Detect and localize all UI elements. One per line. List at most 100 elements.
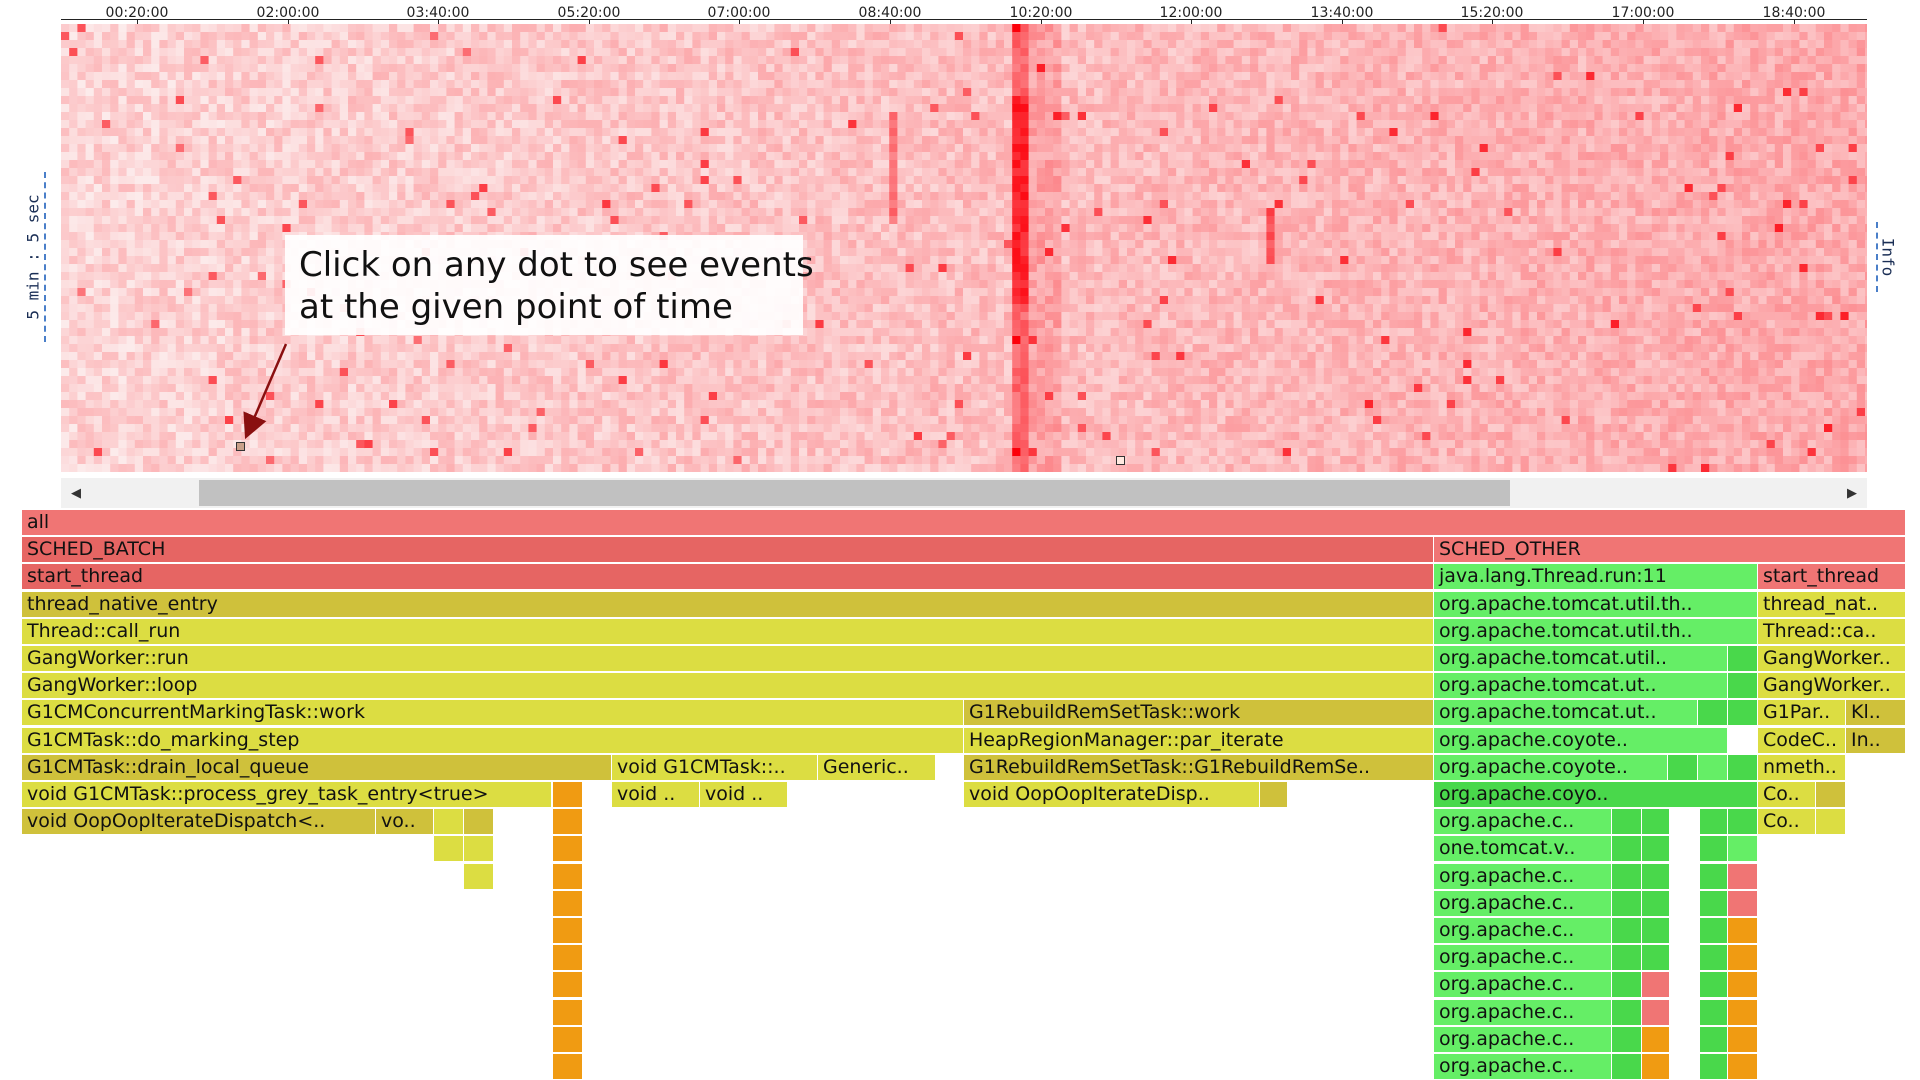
flame-frame[interactable]: Kl.. xyxy=(1846,700,1906,726)
flame-frame[interactable] xyxy=(1700,809,1728,835)
flame-frame[interactable]: thread_nat.. xyxy=(1758,591,1906,617)
flame-frame[interactable] xyxy=(1728,1026,1758,1052)
flame-frame[interactable] xyxy=(1728,863,1758,889)
flame-frame[interactable]: G1CMTask::do_marking_step xyxy=(22,727,964,753)
current-dot-marker[interactable] xyxy=(1116,456,1125,465)
flame-frame[interactable]: G1Par.. xyxy=(1758,700,1846,726)
flame-frame[interactable] xyxy=(553,809,583,835)
flame-frame[interactable]: Co.. xyxy=(1758,782,1816,807)
flame-frame[interactable] xyxy=(1642,1026,1670,1052)
flame-frame[interactable] xyxy=(464,836,494,862)
info-label-text[interactable]: Info xyxy=(1878,237,1898,277)
flame-frame[interactable] xyxy=(1612,918,1642,943)
flame-frame[interactable] xyxy=(1642,999,1670,1025)
flame-frame[interactable] xyxy=(1700,999,1728,1025)
flame-frame[interactable] xyxy=(1612,890,1642,916)
flame-frame[interactable] xyxy=(553,918,583,943)
flame-frame[interactable]: org.apache.tomcat.util.th.. xyxy=(1434,591,1758,617)
flame-frame[interactable]: org.apache.tomcat.ut.. xyxy=(1434,700,1698,726)
flame-frame[interactable] xyxy=(1728,700,1758,726)
flame-frame[interactable]: Generic.. xyxy=(818,754,936,780)
flame-frame[interactable] xyxy=(1612,863,1642,889)
flame-frame[interactable] xyxy=(1612,809,1642,835)
flame-frame[interactable] xyxy=(1698,700,1728,726)
flame-frame[interactable]: org.apache.c.. xyxy=(1434,809,1612,835)
flame-frame[interactable]: one.tomcat.v.. xyxy=(1434,836,1612,862)
flame-frame[interactable]: org.apache.c.. xyxy=(1434,863,1612,889)
flame-frame[interactable]: org.apache.c.. xyxy=(1434,945,1612,971)
flame-frame[interactable] xyxy=(553,782,583,807)
flame-frame[interactable]: G1RebuildRemSetTask::work xyxy=(964,700,1434,726)
flame-frame[interactable]: org.apache.c.. xyxy=(1434,918,1612,943)
flame-frame[interactable] xyxy=(1642,890,1670,916)
flame-frame[interactable] xyxy=(464,809,494,835)
flame-frame[interactable]: GangWorker::loop xyxy=(22,673,1434,699)
flame-frame[interactable] xyxy=(1612,972,1642,998)
flame-frame[interactable]: G1CMConcurrentMarkingTask::work xyxy=(22,700,964,726)
flame-frame[interactable]: start_thread xyxy=(22,564,1434,590)
flame-frame[interactable]: org.apache.c.. xyxy=(1434,1026,1612,1052)
flame-frame[interactable]: Thread::call_run xyxy=(22,618,1434,644)
flame-frame[interactable] xyxy=(1668,754,1698,780)
flame-frame[interactable] xyxy=(1642,863,1670,889)
flame-frame[interactable] xyxy=(1612,836,1642,862)
flame-frame[interactable] xyxy=(553,972,583,998)
flame-frame[interactable]: java.lang.Thread.run:11 xyxy=(1434,564,1758,590)
flame-frame[interactable] xyxy=(1612,945,1642,971)
flame-frame[interactable]: HeapRegionManager::par_iterate xyxy=(964,727,1434,753)
heatmap-scrollbar[interactable]: ◀ ▶ xyxy=(61,478,1867,508)
flame-frame[interactable] xyxy=(553,890,583,916)
flame-frame[interactable] xyxy=(1816,809,1846,835)
flame-frame[interactable] xyxy=(553,999,583,1025)
flame-frame[interactable]: void .. xyxy=(612,782,700,807)
flame-frame[interactable]: SCHED_OTHER xyxy=(1434,537,1906,563)
flame-frame[interactable]: org.apache.c.. xyxy=(1434,999,1612,1025)
flame-frame[interactable]: GangWorker.. xyxy=(1758,646,1906,671)
flame-frame[interactable] xyxy=(1642,836,1670,862)
flame-frame[interactable]: Co.. xyxy=(1758,809,1816,835)
flame-frame[interactable] xyxy=(1642,918,1670,943)
flame-frame[interactable] xyxy=(1642,945,1670,971)
info-label[interactable]: Info xyxy=(1876,222,1898,292)
selected-dot-marker[interactable] xyxy=(236,442,245,451)
flame-frame[interactable] xyxy=(1728,673,1758,699)
flame-frame[interactable]: Thread::ca.. xyxy=(1758,618,1906,644)
triangle-right-icon[interactable]: ▶ xyxy=(1847,485,1857,501)
flame-frame[interactable] xyxy=(1700,890,1728,916)
flame-frame[interactable] xyxy=(1612,1054,1642,1079)
flame-frame[interactable] xyxy=(1642,972,1670,998)
flame-frame[interactable] xyxy=(1700,1054,1728,1079)
flame-frame[interactable] xyxy=(1698,754,1728,780)
flame-frame[interactable] xyxy=(553,836,583,862)
flame-frame[interactable]: org.apache.c.. xyxy=(1434,972,1612,998)
flame-frame[interactable]: org.apache.tomcat.util.th.. xyxy=(1434,618,1758,644)
flame-frame[interactable]: org.apache.coyo.. xyxy=(1434,782,1758,807)
flame-frame[interactable]: org.apache.coyote.. xyxy=(1434,727,1728,753)
flame-frame[interactable]: vo.. xyxy=(376,809,434,835)
flame-frame[interactable] xyxy=(1728,890,1758,916)
flame-frame[interactable] xyxy=(1728,945,1758,971)
flame-frame[interactable] xyxy=(553,863,583,889)
flame-frame[interactable] xyxy=(1612,999,1642,1025)
flame-frame[interactable] xyxy=(1642,1054,1670,1079)
flame-frame[interactable] xyxy=(553,1054,583,1079)
flame-frame[interactable] xyxy=(1728,836,1758,862)
flame-frame[interactable]: thread_native_entry xyxy=(22,591,1434,617)
flame-frame[interactable]: org.apache.c.. xyxy=(1434,890,1612,916)
flame-frame[interactable] xyxy=(1728,809,1758,835)
flame-frame[interactable]: G1CMTask::drain_local_queue xyxy=(22,754,612,780)
flame-frame[interactable]: nmeth.. xyxy=(1758,754,1846,780)
flame-frame[interactable]: In.. xyxy=(1846,727,1906,753)
flame-frame[interactable] xyxy=(1700,1026,1728,1052)
flame-frame[interactable] xyxy=(553,945,583,971)
flame-frame[interactable]: void G1CMTask::.. xyxy=(612,754,818,780)
flame-frame[interactable] xyxy=(1728,918,1758,943)
flame-frame[interactable] xyxy=(1700,918,1728,943)
flame-frame[interactable] xyxy=(1816,782,1846,807)
flame-frame[interactable]: org.apache.coyote.. xyxy=(1434,754,1668,780)
flame-frame[interactable] xyxy=(1728,1054,1758,1079)
flame-frame[interactable]: CodeC.. xyxy=(1758,727,1846,753)
flame-frame[interactable]: all xyxy=(22,510,1906,535)
flame-frame[interactable] xyxy=(1700,945,1728,971)
flame-frame[interactable] xyxy=(434,836,464,862)
